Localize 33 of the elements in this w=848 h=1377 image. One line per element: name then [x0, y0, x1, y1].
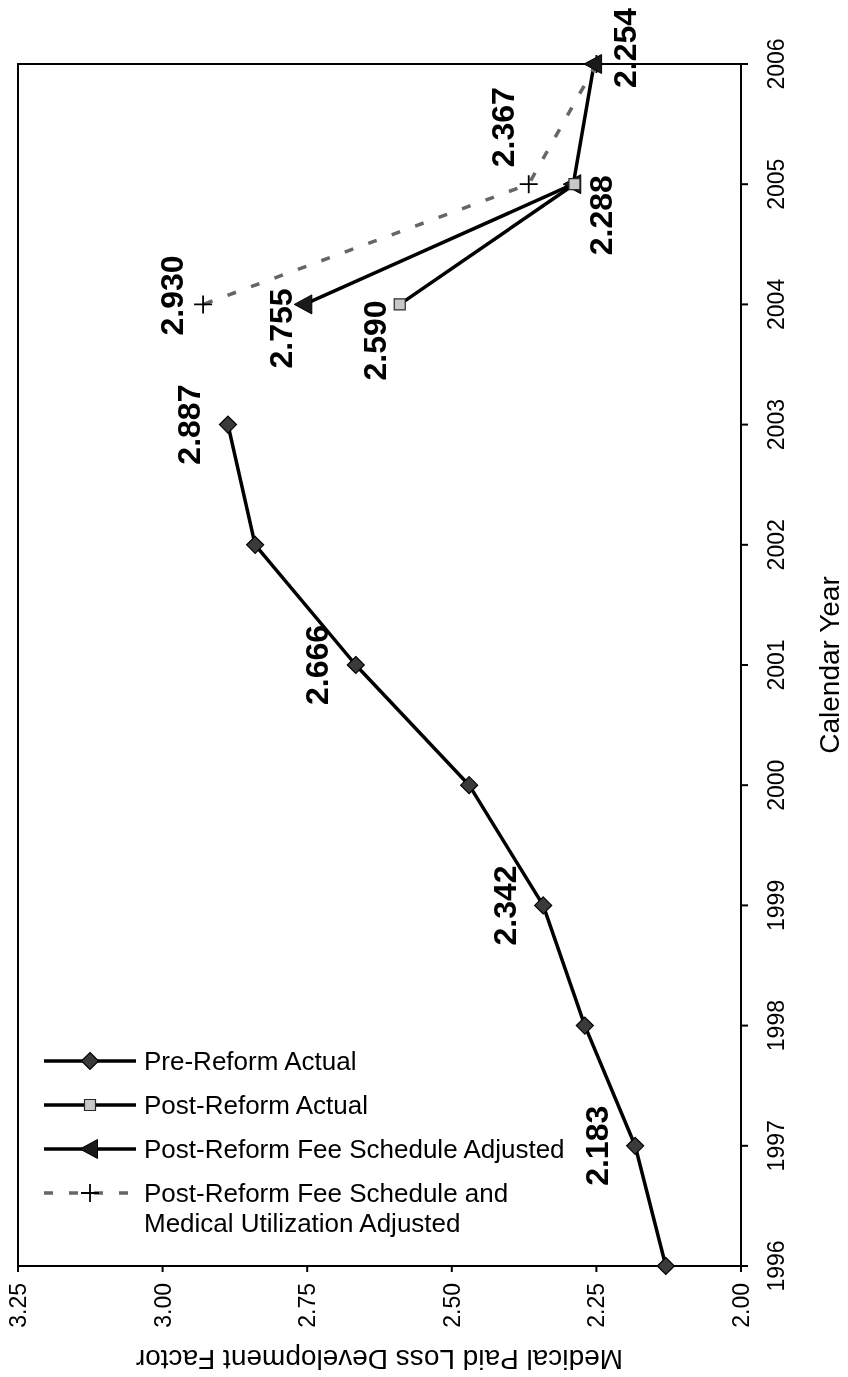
data-label: 2.288	[582, 175, 619, 256]
x-tick-label: 2.25	[583, 1283, 610, 1328]
data-label: 2.590	[357, 300, 394, 381]
y-tick-label: 2003	[763, 399, 789, 451]
y-tick-label: 2002	[763, 519, 789, 571]
y-tick-label: 2005	[763, 158, 789, 210]
x-tick-label: 3.00	[149, 1283, 176, 1328]
y-tick-label: 2000	[763, 759, 789, 811]
x-axis-title: Medical Paid Loss Development Factor	[135, 1344, 624, 1375]
x-tick-label: 2.50	[438, 1283, 465, 1328]
data-label: 2.666	[299, 624, 336, 706]
y-tick-label: 1996	[763, 1240, 789, 1292]
x-tick-label: 2.75	[294, 1283, 321, 1328]
data-label: 2.342	[486, 865, 523, 946]
y-axis-title: Calendar Year	[814, 576, 845, 754]
legend-label: Post-Reform Actual	[144, 1090, 368, 1121]
data-label: 2.367	[485, 87, 522, 168]
legend-label: Post-Reform Fee Schedule and Medical Utilization Adjusted	[144, 1178, 509, 1239]
y-tick-label: 1997	[763, 1120, 789, 1172]
data-label: 2.254	[606, 7, 643, 89]
data-label: 2.183	[578, 1105, 615, 1186]
x-tick-label: 3.25	[5, 1283, 32, 1328]
y-tick-label: 2004	[763, 278, 789, 330]
y-tick-label: 2001	[763, 639, 789, 691]
data-label: 2.755	[262, 288, 299, 369]
y-tick-label: 1998	[763, 1000, 789, 1052]
data-label: 2.930	[153, 255, 190, 336]
x-tick-label: 2.00	[728, 1283, 755, 1328]
legend-label: Pre-Reform Actual	[144, 1046, 357, 1077]
y-tick-label: 2006	[763, 38, 789, 90]
y-tick-label: 1999	[763, 879, 789, 931]
data-label: 2.887	[171, 384, 208, 465]
legend-label: Post-Reform Fee Schedule Adjusted	[144, 1134, 565, 1165]
